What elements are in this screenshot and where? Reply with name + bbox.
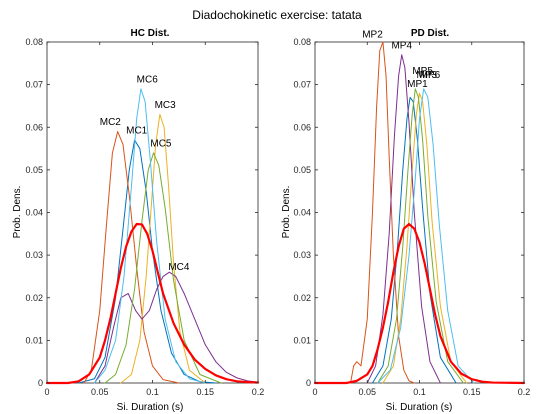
pd-series-mp3-label: MP3 [417,70,438,81]
hc-series-mc5-label: MC5 [150,138,172,149]
hc-series-hc-line [45,222,260,385]
hc-series-mc2-line [83,131,180,384]
pd-plot-xlabel: Si. Duration (s) [386,402,453,413]
pd-ytick-label: 0.03 [293,250,311,260]
hc-distribution-plot: HC Dist. Si. Duration (s) Prob. Dens. MC… [12,28,264,413]
pd-ytick-label: 0 [306,378,311,388]
hc-xtick-label: 0 [44,387,49,397]
hc-ytick-label: 0.07 [25,80,43,90]
pd-series-mp3-line [382,92,468,384]
pd-axes-box [314,41,525,384]
pd-series-mp4-line [366,54,441,384]
hc-ytick-label: 0.02 [25,293,43,303]
figure-title: Diadochokinetic exercise: tatata [192,8,362,22]
pd-xtick-label: 0.05 [358,387,376,397]
hc-plot-ylabel: Prob. Dens. [12,186,23,239]
hc-ytick-label: 0.08 [25,37,43,47]
hc-series-mc6-line [93,88,206,384]
pd-xtick-label: 0.1 [413,387,426,397]
hc-ytick-label: 0.04 [25,208,43,218]
hc-plot-xlabel: Si. Duration (s) [117,402,184,413]
pd-series-mp1-label: MP1 [407,79,428,90]
pd-ytick-label: 0.07 [293,80,311,90]
hc-series-mc2-label: MC2 [100,117,122,128]
pd-xtick-label: 0.15 [463,387,481,397]
hc-xtick-label: 0.2 [252,387,265,397]
hc-series-mc3-line [120,113,206,384]
pd-plot-ylabel: Prob. Dens. [281,186,292,239]
hc-xtick-label: 0.1 [146,387,159,397]
pd-series-mp5-line [377,88,464,384]
pd-ytick-label: 0.01 [293,335,311,345]
hc-ytick-label: 0.03 [25,250,43,260]
pd-series-mp6-label: MP6 [420,70,441,81]
pd-distribution-plot: PD Dist. Si. Duration (s) Prob. Dens. MP… [281,28,530,413]
hc-series-mc5-line [104,152,222,384]
hc-series-mc4-line [93,271,259,384]
hc-ytick-label: 0 [38,378,43,388]
pd-series-mp4-label: MP4 [391,40,412,51]
hc-series-mc6-label: MC6 [137,74,159,85]
pd-ytick-label: 0.06 [293,122,311,132]
pd-series-mp5-label: MP5 [412,66,433,77]
pd-xtick-label: 0 [312,387,317,397]
pd-ytick-label: 0.04 [293,208,311,218]
pd-ytick-label: 0.02 [293,293,311,303]
pd-series-mp2-line [350,41,415,384]
hc-plot-title: HC Dist. [131,28,170,39]
hc-series-mc1-label: MC1 [126,126,148,137]
pd-ytick-label: 0.08 [293,37,311,47]
pd-series-pd-line [313,222,526,385]
pd-plot-title: PD Dist. [411,28,450,39]
pd-series-mp2-label: MP2 [362,30,383,41]
hc-xtick-label: 0.15 [196,387,214,397]
pd-xtick-label: 0.2 [518,387,531,397]
hc-series-mc3-label: MC3 [155,100,177,111]
hc-xtick-label: 0.05 [91,387,109,397]
pd-series-mp6-line [377,88,475,384]
hc-series-mc4-label: MC4 [168,262,190,273]
hc-axes-box [46,41,259,384]
hc-ytick-label: 0.01 [25,335,43,345]
hc-ytick-label: 0.06 [25,122,43,132]
pd-ytick-label: 0.05 [293,165,311,175]
hc-ytick-label: 0.05 [25,165,43,175]
